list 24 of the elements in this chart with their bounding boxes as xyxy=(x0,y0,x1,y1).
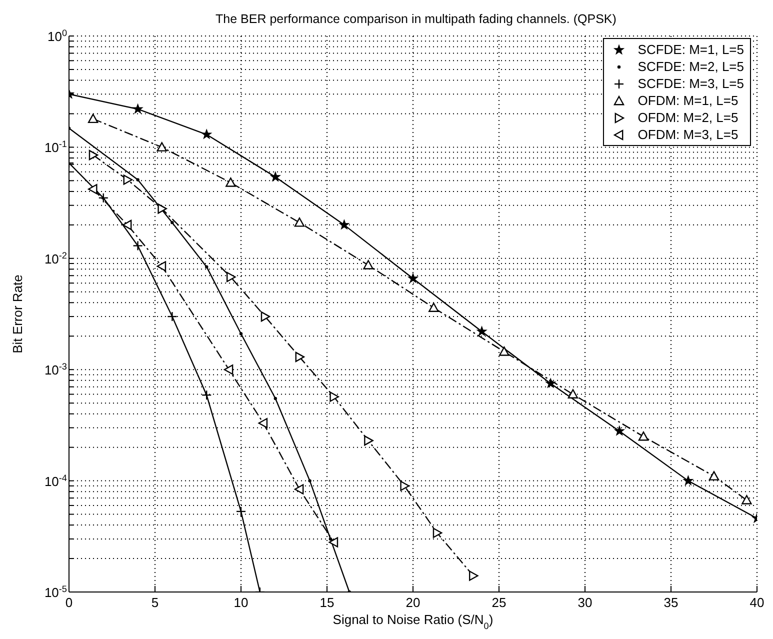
x-tick-label: 0 xyxy=(65,595,73,610)
x-tick-label: 35 xyxy=(664,595,678,610)
x-tick-label: 40 xyxy=(750,595,764,610)
x-tick-label: 30 xyxy=(578,595,592,610)
y-tick-label: 10$^{-4}$ xyxy=(44,472,67,489)
legend-label: OFDM: M=2, L=5 xyxy=(638,109,738,126)
legend-label: OFDM: M=3, L=5 xyxy=(638,126,738,143)
y-axis-title: Bit Error Rate xyxy=(10,274,25,354)
legend-label: OFDM: M=1, L=5 xyxy=(638,92,738,109)
x-tick-label: 20 xyxy=(406,595,420,610)
chart-title: The BER performance comparison in multipath fading channels. (QPSK) xyxy=(214,12,618,26)
x-tick-label: 5 xyxy=(151,595,159,610)
y-tick-label: 10$^{-5}$ xyxy=(44,584,67,600)
y-tick-label: 10$^{0}$ xyxy=(47,28,67,44)
x-tick-label: 25 xyxy=(492,595,506,610)
y-tick-label: 10$^{-2}$ xyxy=(44,250,67,266)
legend-label: SCFDE: M=2, L=5 xyxy=(638,58,744,75)
y-tick-label: 10$^{-1}$ xyxy=(44,139,67,156)
y-tick-label: 10$^{-3}$ xyxy=(44,362,67,378)
legend-label: SCFDE: M=1, L=5 xyxy=(638,41,744,58)
x-tick-label: 10 xyxy=(234,595,248,610)
x-tick-label: 15 xyxy=(320,595,334,610)
legend-label: SCFDE: M=3, L=5 xyxy=(638,75,744,92)
x-axis-title: Signal to Noise Ratio (S/N$_{0}$) xyxy=(332,612,494,631)
